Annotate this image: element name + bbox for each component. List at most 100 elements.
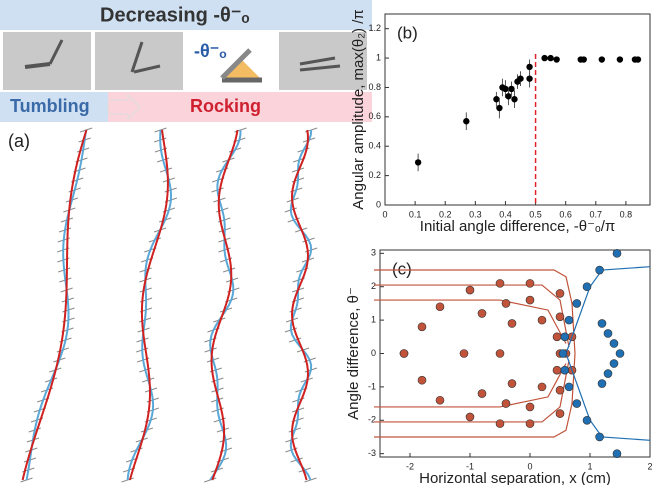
point: [417, 375, 427, 385]
point: [477, 389, 487, 398]
x-tick-label: 0.1: [409, 209, 422, 219]
plot-frame: [379, 249, 651, 458]
orientation-tick: [121, 477, 134, 483]
y-tick-label: 0.4: [368, 141, 381, 151]
x-axis-label: Horizontal separation, x (cm): [419, 470, 611, 485]
point: [465, 412, 475, 422]
trajectory-red: [210, 129, 239, 481]
point: [558, 349, 568, 358]
point: [541, 54, 548, 62]
y-tick-label: 0.8: [368, 82, 381, 92]
x-tick-label: 0.7: [590, 209, 603, 219]
point: [555, 385, 565, 395]
trajectory-blue: [25, 129, 88, 481]
y-tick-label: 0.6: [368, 111, 381, 121]
point: [508, 85, 515, 93]
trajectory-blue: [289, 129, 313, 481]
point: [564, 382, 574, 392]
point: [477, 309, 487, 318]
point: [547, 54, 554, 62]
point: [435, 302, 445, 312]
point: [502, 85, 509, 93]
point: [399, 349, 409, 358]
panel-label: (c): [392, 259, 412, 278]
point: [615, 349, 625, 358]
y-tick-label: 3: [371, 248, 376, 258]
point: [595, 432, 604, 442]
trajectory: [374, 360, 570, 423]
trajectory-red: [21, 129, 88, 481]
point: [564, 315, 574, 325]
x-tick-label: 1: [587, 461, 592, 471]
y-tick-label: 0: [371, 348, 376, 358]
plate: [24, 62, 51, 69]
point: [495, 419, 505, 428]
y-axis-label: Angular amplitude, max(θ₂) /π: [350, 9, 367, 209]
point: [597, 319, 607, 328]
x-tick-label: 0.3: [469, 209, 482, 219]
trajectory: [374, 363, 567, 408]
wedge: [222, 58, 262, 80]
point: [526, 63, 533, 71]
point: [598, 56, 606, 63]
point: [552, 365, 562, 375]
point: [463, 118, 470, 125]
point: [525, 402, 535, 412]
point: [511, 96, 518, 103]
point: [555, 312, 565, 322]
point: [597, 379, 607, 388]
point: [417, 322, 427, 332]
point: [525, 295, 535, 305]
trajectory: [374, 269, 576, 354]
plot-frame: [384, 13, 651, 206]
trajectory: [565, 266, 651, 354]
point: [612, 449, 622, 458]
y-axis-label: Angle difference, θ⁻: [345, 287, 362, 420]
rocking-bar: [108, 92, 372, 122]
point: [555, 289, 565, 298]
y-tick-label: 1: [371, 314, 376, 324]
point: [582, 282, 592, 292]
point: [507, 319, 517, 328]
point: [507, 379, 517, 388]
x-tick-label: -2: [406, 461, 414, 471]
trajectory-blue: [126, 129, 173, 481]
point: [517, 75, 524, 82]
x-tick-label: 0: [527, 461, 532, 471]
y-tick-label: 1.2: [368, 23, 381, 33]
x-tick-label: 0.5: [529, 209, 542, 219]
plate: [220, 48, 252, 80]
trajectory: [565, 353, 651, 441]
point: [616, 56, 624, 63]
point: [603, 329, 613, 338]
plate: [133, 64, 161, 74]
point: [595, 265, 604, 275]
trajectory-red: [291, 129, 309, 481]
point: [553, 56, 560, 63]
point: [537, 315, 547, 325]
point: [495, 349, 505, 358]
point: [555, 409, 565, 418]
panel-label: (a): [8, 131, 30, 151]
y-tick-label: 1: [376, 52, 381, 62]
x-tick-label: 0.4: [499, 209, 512, 219]
point: [560, 365, 570, 375]
photo: [95, 32, 183, 90]
trajectory-red: [128, 129, 169, 481]
point: [505, 93, 512, 100]
y-tick-label: -2: [368, 415, 376, 425]
point: [634, 56, 642, 63]
point: [552, 332, 562, 342]
point: [612, 249, 622, 258]
x-tick-label: 0.6: [559, 209, 572, 219]
point: [501, 399, 511, 408]
plate: [299, 64, 341, 72]
arrow: [107, 93, 141, 121]
point: [459, 349, 469, 358]
photo: [3, 32, 91, 90]
trajectory: [374, 299, 567, 344]
point: [609, 339, 619, 348]
banner-bar: [0, 0, 372, 30]
